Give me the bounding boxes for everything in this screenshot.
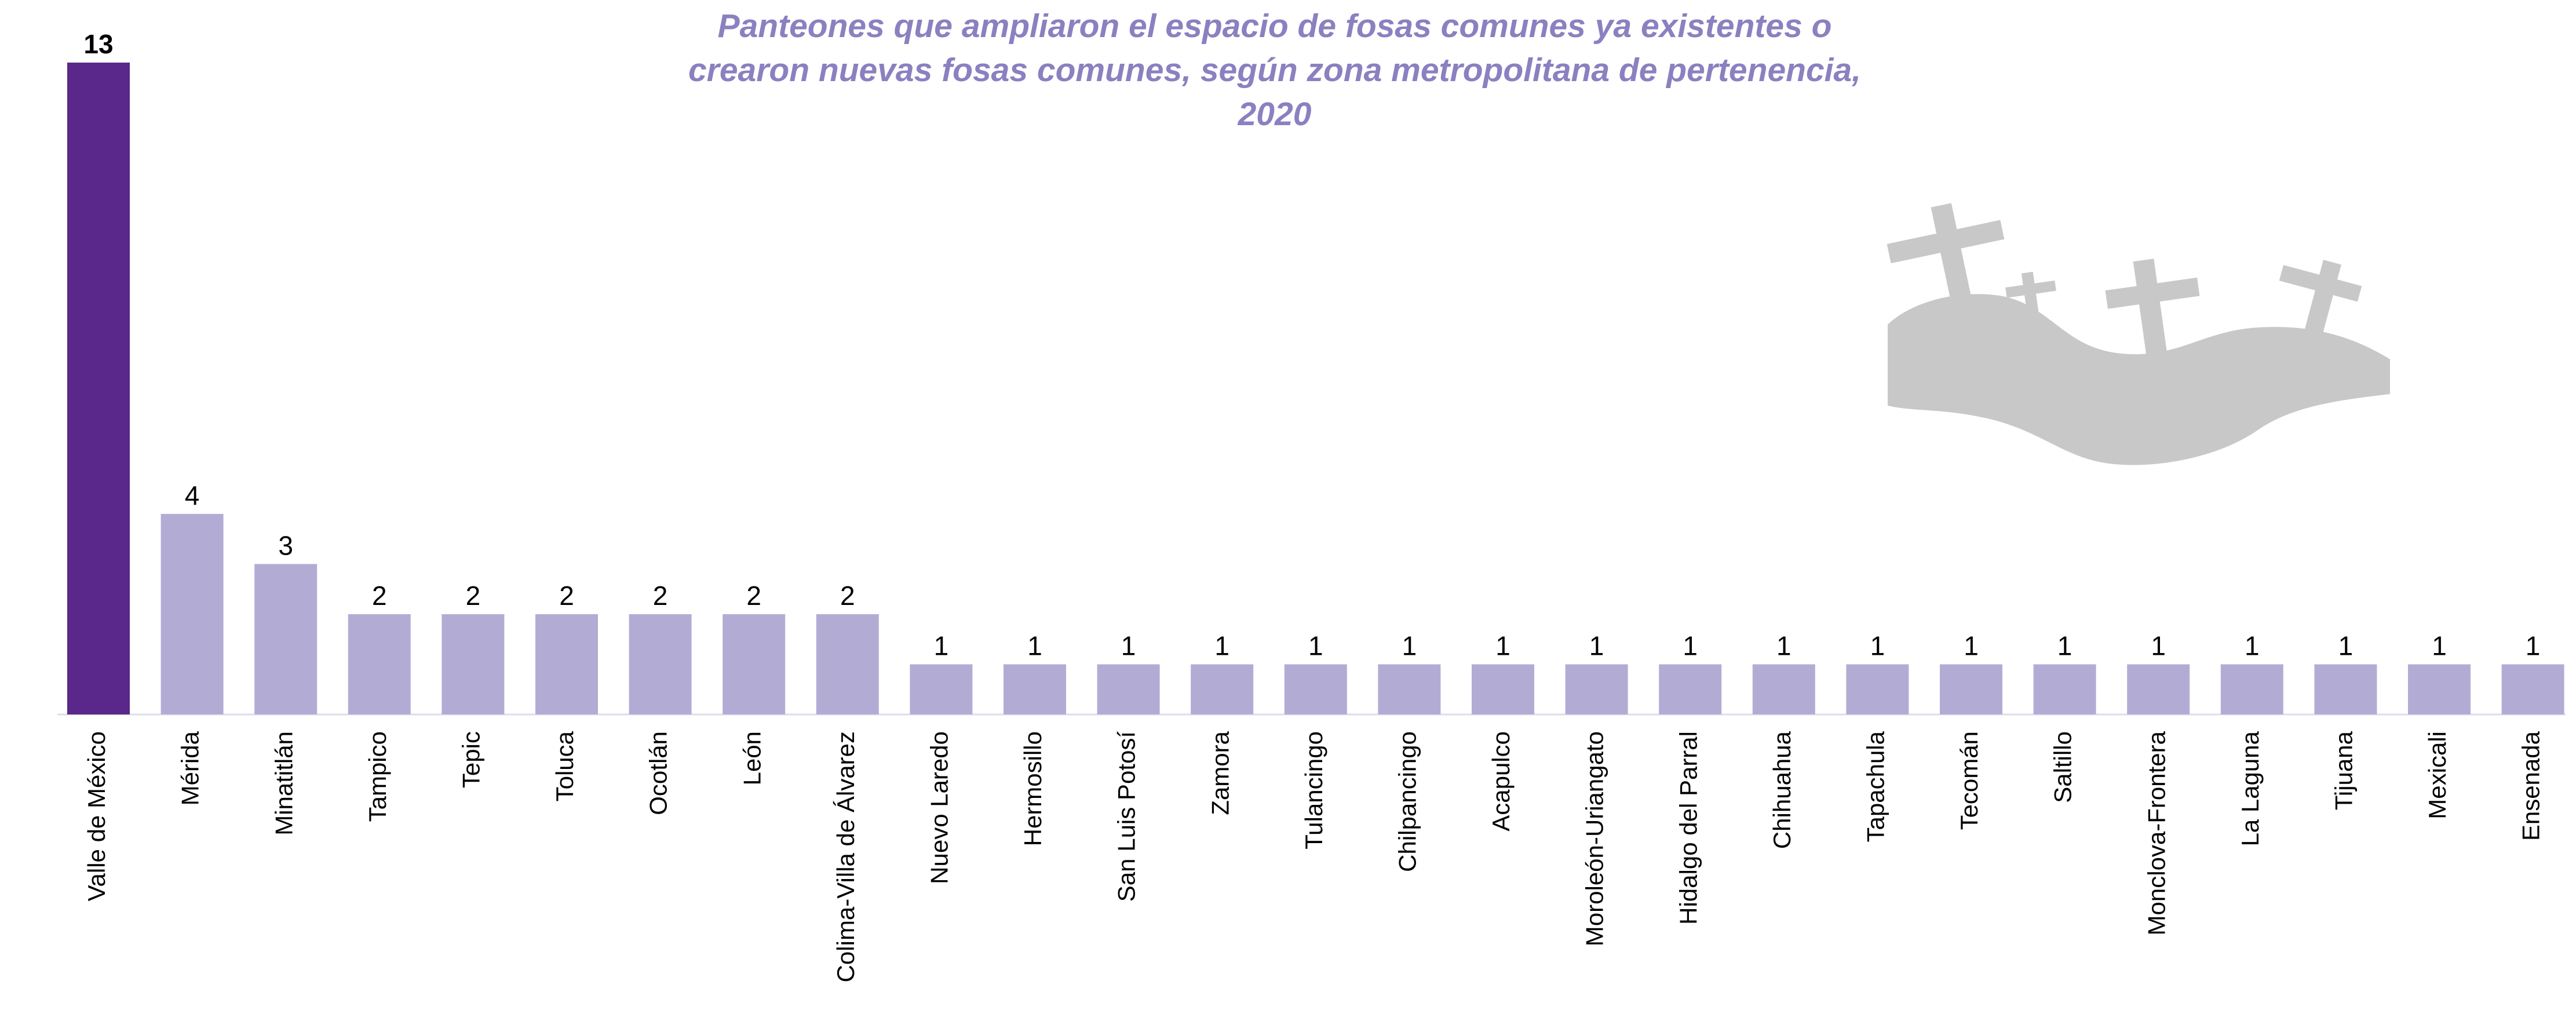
value-label: 2 <box>559 581 574 611</box>
bar <box>160 513 224 714</box>
value-label: 2 <box>840 581 855 611</box>
bar <box>1846 664 1909 714</box>
bar <box>2408 664 2471 714</box>
value-label: 1 <box>1589 630 1604 661</box>
value-label: 1 <box>1776 630 1791 661</box>
value-label: 2 <box>372 581 387 611</box>
x-tick-label: Saltillo <box>2049 731 2077 803</box>
value-label: 2 <box>653 581 668 611</box>
x-tick-label: Nuevo Laredo <box>925 731 953 884</box>
value-label: 1 <box>1402 630 1417 661</box>
title-line: crearon nuevas fosas comunes, según zona… <box>688 52 1861 89</box>
bar <box>2314 664 2377 714</box>
bar <box>1191 664 1254 714</box>
title-line: Panteones que ampliaron el espacio de fo… <box>718 8 1832 45</box>
bar <box>1378 664 1441 714</box>
x-tick-label: Ocotlán <box>645 731 672 815</box>
x-tick-label: Hermosillo <box>1019 731 1046 846</box>
bar <box>2220 664 2283 714</box>
value-label: 3 <box>278 530 293 560</box>
bar <box>348 614 411 714</box>
value-label: 2 <box>746 581 761 611</box>
bar <box>67 63 130 714</box>
bar <box>442 614 505 714</box>
x-tick-label: Ensenada <box>2517 731 2545 841</box>
x-tick-label: Tulancingo <box>1300 731 1327 849</box>
value-label: 1 <box>1683 630 1698 661</box>
value-label: 1 <box>1214 630 1229 661</box>
x-tick-label: Chihuahua <box>1768 731 1796 849</box>
value-label: 2 <box>466 581 481 611</box>
bar <box>723 614 786 714</box>
x-tick-label: Valle de México <box>83 731 110 901</box>
chart-title: Panteones que ampliaron el espacio de fo… <box>688 8 1861 133</box>
x-tick-label: Tepic <box>457 731 484 788</box>
x-tick-label: León <box>738 731 765 785</box>
value-label: 4 <box>185 480 200 511</box>
value-label: 1 <box>2245 630 2260 661</box>
bar <box>1004 664 1066 714</box>
x-tick-label: Tapachula <box>1862 731 1889 842</box>
x-tick-label: Mexicali <box>2424 731 2451 819</box>
bar <box>1097 664 1160 714</box>
value-label: 1 <box>2057 630 2073 661</box>
value-label: 13 <box>83 29 113 59</box>
bar <box>2501 664 2564 714</box>
x-tick-label: Toluca <box>551 731 578 801</box>
x-tick-label: Zamora <box>1206 731 1234 815</box>
cemetery-graphic <box>1887 203 2390 465</box>
bar <box>816 614 879 714</box>
value-label: 1 <box>2432 630 2447 661</box>
x-tick-label: Acapulco <box>1487 731 1515 832</box>
value-label: 1 <box>1027 630 1042 661</box>
bar <box>2033 664 2096 714</box>
value-label: 1 <box>1964 630 1979 661</box>
x-tick-label: Hidalgo del Parral <box>1674 731 1702 925</box>
bar <box>1565 664 1628 714</box>
value-label: 1 <box>2526 630 2541 661</box>
x-tick-label: San Luis Potosí <box>1113 731 1140 902</box>
value-label: 1 <box>2151 630 2166 661</box>
bar <box>1472 664 1534 714</box>
bar <box>1284 664 1347 714</box>
value-label: 1 <box>934 630 949 661</box>
title-line: 2020 <box>1238 96 1312 133</box>
value-label: 1 <box>2338 630 2354 661</box>
bar <box>629 614 692 714</box>
x-tick-label: Tecomán <box>1955 731 1983 830</box>
value-label: 1 <box>1121 630 1136 661</box>
value-label: 1 <box>1495 630 1510 661</box>
x-tick-label: La Laguna <box>2236 731 2264 846</box>
x-tick-label: Tampico <box>364 731 391 822</box>
value-label: 1 <box>1308 630 1323 661</box>
x-tick-label: Colima-Villa de Álvarez <box>832 731 859 982</box>
bar <box>1659 664 1722 714</box>
bar <box>535 614 598 714</box>
x-tick-label: Moroleón-Uriangato <box>1581 731 1608 946</box>
x-tick-label: Chilpancingo <box>1393 731 1421 872</box>
bar <box>2127 664 2190 714</box>
x-tick-label: Minatitlán <box>270 731 297 836</box>
bar <box>254 564 318 714</box>
bar <box>910 664 973 714</box>
value-label: 1 <box>1870 630 1885 661</box>
bar <box>1940 664 2002 714</box>
bar <box>1752 664 1815 714</box>
x-tick-label: Monclova-Frontera <box>2143 731 2170 935</box>
x-tick-label: Mérida <box>177 731 204 805</box>
x-tick-label: Tijuana <box>2330 731 2357 810</box>
